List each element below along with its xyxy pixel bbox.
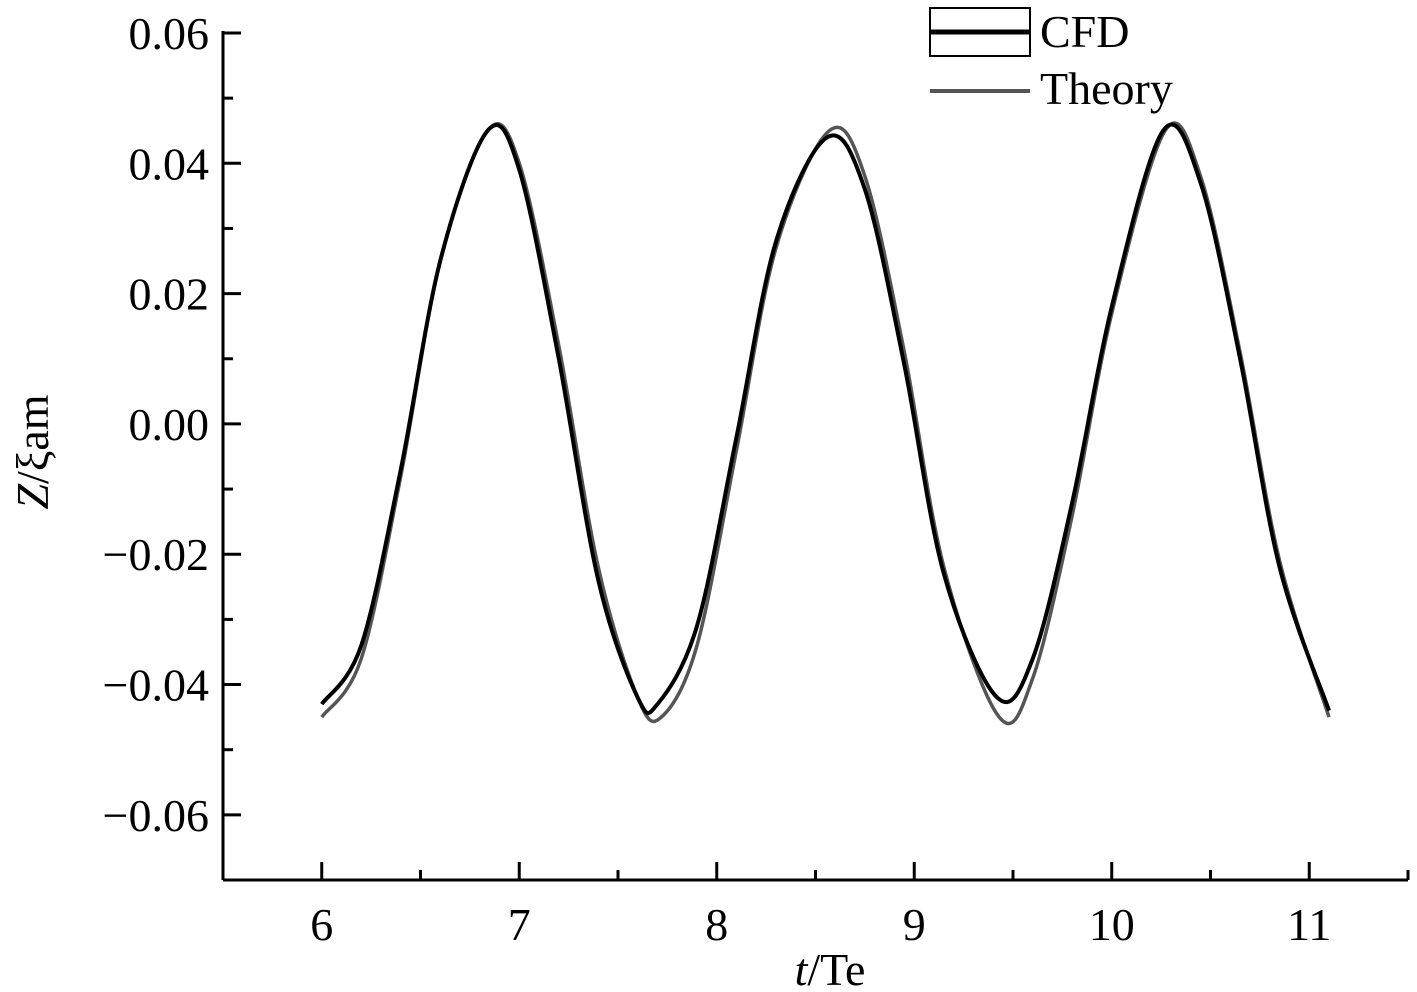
legend-label-theory: Theory: [1040, 63, 1173, 114]
x-tick-label: 11: [1287, 899, 1331, 950]
series-line-cfd: [320, 122, 1331, 716]
x-tick-label: 10: [1089, 899, 1135, 950]
y-tick-label: 0.06: [129, 8, 210, 59]
y-tick-label: −0.06: [103, 790, 209, 841]
legend: CFD Theory: [929, 6, 1173, 114]
x-ticks: 6 7 8 9 10 11: [221, 862, 1410, 950]
series-layer: [320, 121, 1331, 726]
y-axis-label-rest: /ξam: [7, 394, 58, 484]
legend-item-theory: Theory: [930, 63, 1173, 114]
legend-item-cfd: CFD: [929, 6, 1129, 57]
x-axis-label: t/Te: [795, 944, 866, 992]
legend-label-cfd: CFD: [1040, 6, 1129, 57]
y-ticks: 0.06 0.04 0.02 0.00 −0.02 −0.04 −0.06: [103, 8, 241, 882]
y-axis-label-italic: Z: [7, 484, 58, 510]
axes: [221, 31, 1408, 882]
x-axis-label-italic: t: [795, 944, 809, 992]
y-tick-label: −0.02: [103, 529, 209, 580]
x-tick-label: 9: [903, 899, 926, 950]
x-tick-label: 8: [705, 899, 728, 950]
y-tick-label: 0.04: [129, 138, 210, 189]
y-axis-label: Z/ξam: [7, 394, 58, 509]
x-tick-label: 7: [508, 899, 531, 950]
y-tick-label: 0.02: [129, 269, 210, 320]
series-line-theory: [320, 121, 1331, 726]
x-tick-label: 6: [310, 899, 333, 950]
x-axis-label-rest: /Te: [807, 944, 865, 992]
y-tick-label: −0.04: [103, 660, 209, 711]
y-tick-label: 0.00: [129, 399, 210, 450]
